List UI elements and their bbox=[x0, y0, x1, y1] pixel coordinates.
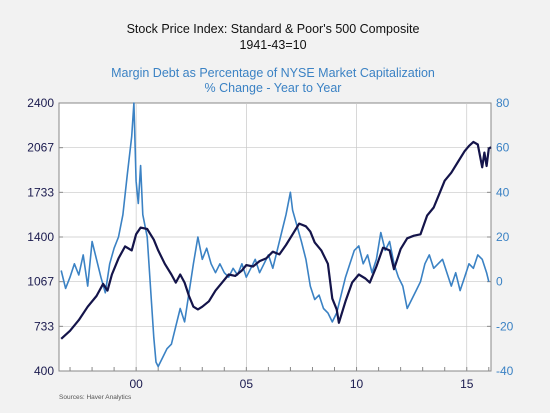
left-tick-label: 1067 bbox=[27, 275, 54, 289]
series-lines bbox=[60, 102, 492, 368]
source-note: Sources: Haver Analytics bbox=[59, 394, 132, 401]
left-tick-label: 1400 bbox=[27, 230, 54, 244]
right-tick-label: 80 bbox=[496, 96, 510, 110]
x-tick-label: 10 bbox=[350, 377, 364, 391]
chart-subtitle: Margin Debt as Percentage of NYSE Market… bbox=[111, 66, 435, 80]
chart-title-line2: 1941-43=10 bbox=[239, 38, 306, 52]
x-tick-label: 05 bbox=[240, 377, 254, 391]
chart-subtitle-line2: % Change - Year to Year bbox=[205, 81, 342, 95]
right-tick-label: -20 bbox=[496, 319, 514, 333]
right-tick-label: 60 bbox=[496, 141, 510, 155]
tick-labels: 2400 2067 1733 1400 1067 733 400 80 60 40 20 0 -20 -4… bbox=[27, 96, 513, 391]
right-tick-label: 20 bbox=[496, 230, 510, 244]
left-tick-label: 2400 bbox=[27, 96, 54, 110]
axis-ticks bbox=[59, 102, 491, 372]
right-tick-label: -40 bbox=[496, 364, 514, 378]
right-tick-label: 0 bbox=[496, 275, 503, 289]
chart-title: Stock Price Index: Standard & Poor's 500… bbox=[127, 22, 420, 36]
right-tick-label: 40 bbox=[496, 185, 510, 199]
left-tick-label: 2067 bbox=[27, 141, 54, 155]
x-tick-label: 15 bbox=[460, 377, 474, 391]
x-tick-label: 00 bbox=[129, 377, 143, 391]
left-tick-label: 400 bbox=[34, 364, 54, 378]
left-tick-label: 733 bbox=[34, 319, 54, 333]
series-line-sp500 bbox=[60, 140, 492, 340]
left-tick-label: 1733 bbox=[27, 185, 54, 199]
